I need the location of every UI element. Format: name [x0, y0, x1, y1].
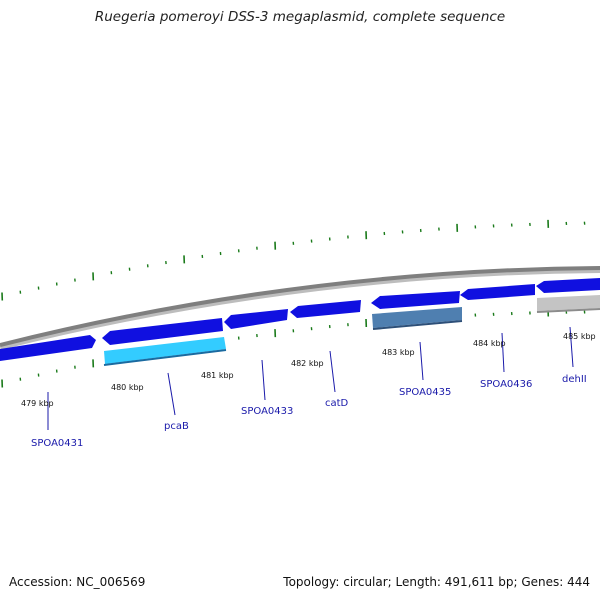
scale-label-480: 480 kbp [111, 383, 144, 392]
gene-label-SPOA0436[interactable]: SPOA0436 [480, 379, 532, 390]
scale-label-479: 479 kbp [21, 399, 54, 408]
gene-pcaB-top[interactable] [102, 318, 223, 345]
topology-summary: Topology: circular; Length: 491,611 bp; … [283, 575, 590, 589]
gene-0433[interactable] [224, 309, 288, 329]
scale-label-485: 485 kbp [563, 332, 596, 341]
gene-pcaB-bottom-shadow [103, 349, 227, 366]
connector-SPOA0435 [419, 341, 424, 381]
scale-label-482: 482 kbp [291, 359, 324, 368]
gene-label-catD[interactable]: catD [325, 398, 349, 409]
connector-catD [329, 350, 336, 393]
gene-0431[interactable] [0, 335, 96, 361]
outer-tick-ring [1, 219, 586, 301]
connector-SPOA0436 [501, 332, 505, 373]
scale-label-483: 483 kbp [382, 348, 415, 357]
gene-485-top[interactable] [536, 278, 600, 293]
gene-pcaB-bottom[interactable] [104, 337, 226, 364]
gene-label-dehII[interactable]: dehII [562, 374, 587, 385]
gene-0436[interactable] [460, 284, 535, 300]
gene-dehII-shadow [536, 308, 600, 313]
connector-pcaB [167, 372, 176, 416]
gene-dehII[interactable] [537, 295, 600, 311]
connector-SPOA0433 [261, 359, 266, 401]
gene-0435-bottom-shadow [372, 320, 463, 330]
gene-label-SPOA0431[interactable]: SPOA0431 [31, 438, 83, 449]
map-title: Ruegeria pomeroyi DSS-3 megaplasmid, com… [94, 9, 506, 25]
gene-0435-top[interactable] [371, 291, 460, 309]
gene-catD[interactable] [290, 300, 361, 318]
gene-label-SPOA0433[interactable]: SPOA0433 [241, 406, 293, 417]
scale-label-484: 484 kbp [473, 339, 506, 348]
gene-label-pcaB[interactable]: pcaB [164, 421, 189, 432]
scale-label-481: 481 kbp [201, 371, 234, 380]
gene-label-connectors [47, 326, 574, 430]
accession-text: Accession: NC_006569 [9, 575, 146, 589]
connector-dehII [569, 326, 574, 368]
backbone-line [0, 266, 600, 347]
gene-label-SPOA0435[interactable]: SPOA0435 [399, 387, 451, 398]
gene-0435-bottom[interactable] [372, 307, 462, 328]
